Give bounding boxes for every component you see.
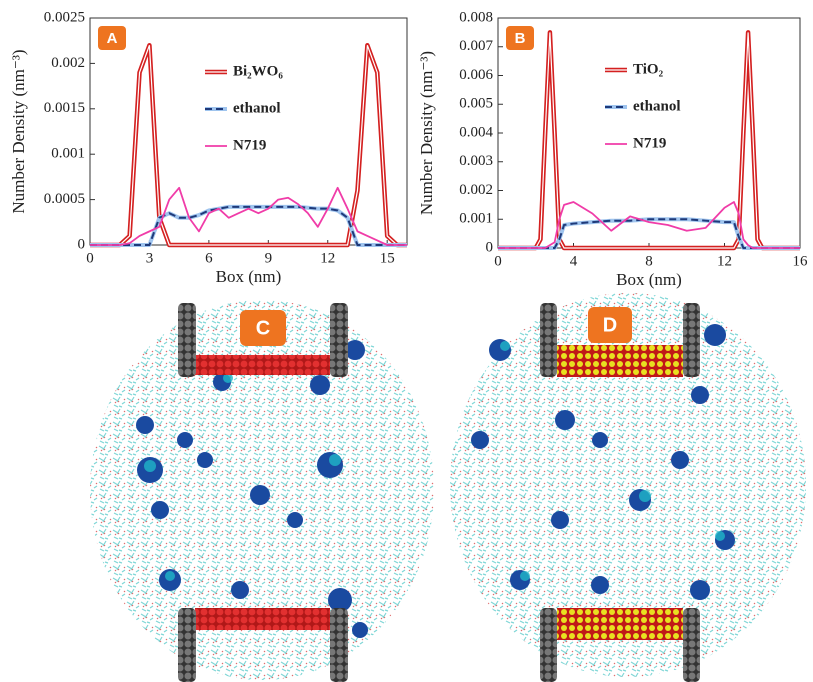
panel-label: C: [256, 317, 270, 339]
x-tick-label: 12: [717, 253, 732, 269]
y-tick-label: 0.006: [459, 67, 493, 83]
legend-label: TiO₂: [633, 61, 664, 77]
wall: [540, 303, 557, 377]
wall: [178, 608, 196, 682]
snapshots: C D: [90, 293, 806, 682]
series-line: [90, 207, 407, 245]
x-axis-label: Box (nm): [216, 267, 282, 286]
slab: [195, 608, 330, 630]
y-tick-label: 0.003: [459, 153, 493, 169]
x-tick-label: 12: [320, 250, 335, 266]
slab: [557, 345, 683, 377]
wall: [683, 303, 700, 377]
y-tick-label: 0.007: [459, 38, 493, 54]
y-tick-label: 0.0015: [44, 100, 85, 116]
legend-label: N719: [233, 137, 266, 153]
wall: [330, 303, 348, 377]
x-axis-label: Box (nm): [616, 270, 682, 289]
wall: [178, 303, 196, 377]
y-tick-label: 0.004: [459, 124, 493, 140]
legend-label: ethanol: [633, 98, 681, 114]
wall: [330, 608, 348, 682]
x-tick-label: 0: [86, 250, 94, 266]
y-tick-label: 0: [78, 236, 86, 252]
panel-label: A: [107, 30, 118, 47]
x-tick-label: 4: [570, 253, 578, 269]
y-tick-label: 0.0025: [44, 9, 85, 25]
slab: [195, 355, 330, 375]
series-line: [90, 188, 407, 245]
y-axis-label: Number Density (nm⁻³): [417, 51, 436, 215]
x-tick-label: 6: [205, 250, 213, 266]
wall: [540, 608, 557, 682]
x-tick-label: 15: [380, 250, 395, 266]
slab: [557, 608, 683, 640]
y-tick-label: 0.008: [459, 9, 493, 25]
x-tick-label: 8: [645, 253, 653, 269]
x-tick-label: 3: [146, 250, 154, 266]
panel-label: D: [603, 314, 617, 336]
legend-label: N719: [633, 135, 666, 151]
legend-label: Bi₂WO₆: [233, 63, 283, 79]
y-tick-label: 0.002: [51, 55, 85, 71]
y-tick-label: 0.001: [51, 146, 85, 162]
wall: [683, 608, 700, 682]
y-tick-label: 0.002: [459, 182, 493, 198]
panel-label: B: [515, 30, 526, 47]
x-tick-label: 16: [793, 253, 809, 269]
y-tick-label: 0.005: [459, 96, 493, 112]
x-tick-label: 0: [494, 253, 502, 269]
figure: C D 0 0.0005 0.001 0.0015 0.002 0.0025 0 3 6 9 12 1…: [0, 0, 813, 682]
y-tick-label: 0.0005: [44, 191, 85, 207]
y-axis-label: Number Density (nm⁻³): [9, 49, 28, 213]
x-tick-label: 9: [265, 250, 273, 266]
y-tick-label: 0: [486, 239, 494, 255]
y-tick-label: 0.001: [459, 211, 493, 227]
legend-label: ethanol: [233, 100, 281, 116]
series-line-inner: [90, 207, 407, 245]
